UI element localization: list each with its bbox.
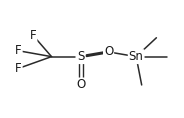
Text: O: O bbox=[104, 45, 113, 58]
Text: F: F bbox=[15, 62, 22, 75]
Text: Sn: Sn bbox=[129, 50, 144, 63]
Text: O: O bbox=[76, 78, 86, 91]
Text: F: F bbox=[15, 44, 22, 57]
Text: S: S bbox=[77, 50, 85, 63]
Text: F: F bbox=[30, 29, 36, 42]
